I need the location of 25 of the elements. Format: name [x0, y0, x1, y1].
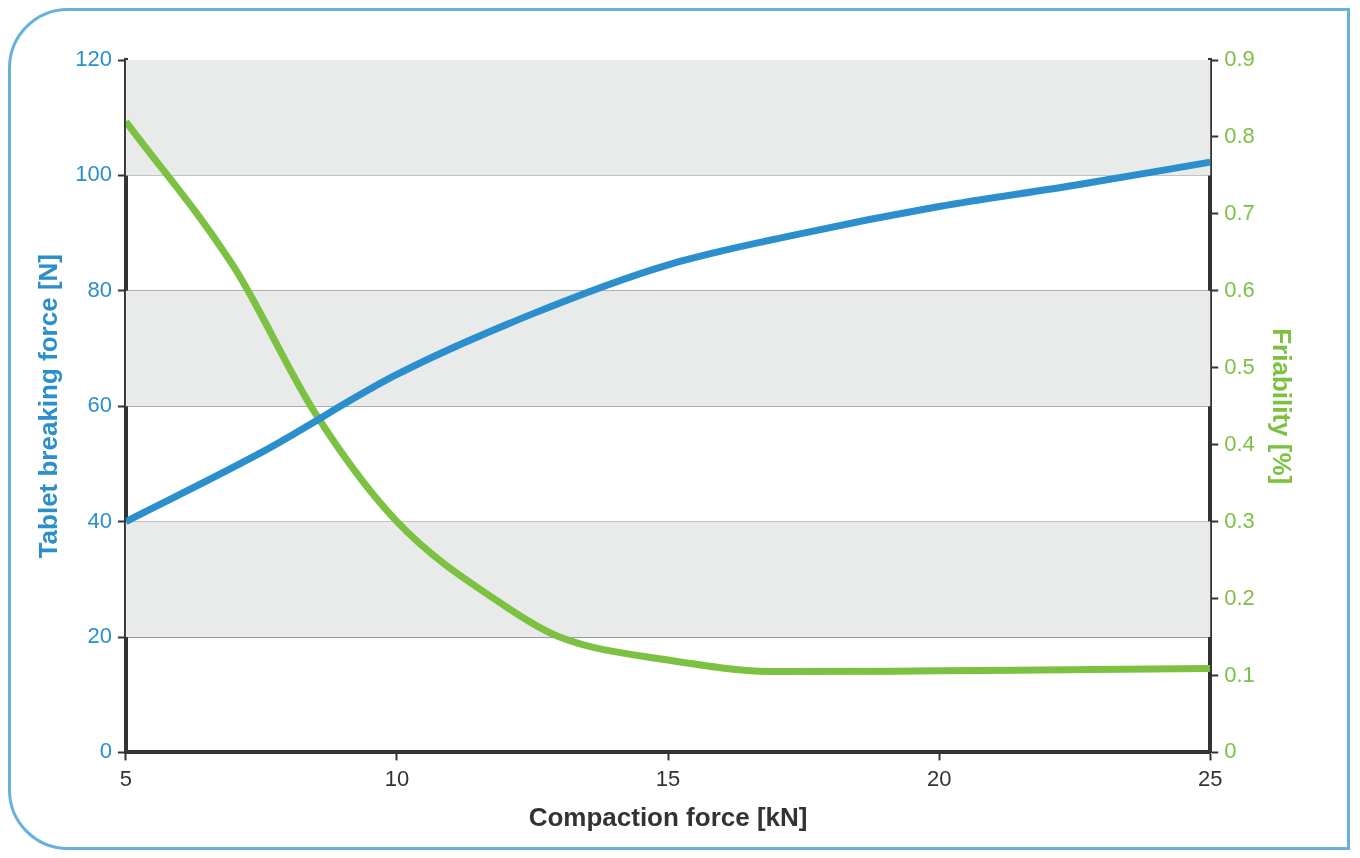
x-tick-label: 5 [119, 765, 133, 791]
y-tick-label: 0 [99, 738, 112, 764]
x-tick-label: 20 [926, 765, 952, 791]
y2-tick-label: 0.5 [1224, 353, 1255, 379]
y2-tick-label: 0.4 [1224, 430, 1255, 456]
y2-tick-label: 0.2 [1224, 584, 1255, 610]
y2-tick-label: 0.7 [1224, 199, 1255, 225]
y2-tick-label: 0.1 [1224, 661, 1255, 687]
y-axis-title: Tablet breaking force [N] [32, 254, 63, 559]
y-tick-label: 20 [87, 623, 112, 649]
y2-axis-title: Friability [%] [1267, 328, 1298, 485]
y2-tick-label: 0.6 [1224, 276, 1255, 302]
x-tick-label: 15 [655, 765, 681, 791]
y2-tick-label: 0.8 [1224, 123, 1255, 148]
y2-tick-label: 0.9 [1224, 46, 1255, 72]
y-tick-label: 80 [87, 276, 112, 302]
y2-tick-label: 0.3 [1224, 507, 1255, 533]
x-axis-title: Compaction force [kN] [528, 801, 808, 832]
y-tick-label: 60 [87, 392, 112, 418]
y-tick-label: 100 [75, 161, 112, 187]
x-tick-label: 25 [1197, 765, 1223, 791]
x-tick-label: 10 [384, 765, 410, 791]
y-tick-label: 40 [87, 507, 112, 533]
y2-tick-label: 0 [1224, 738, 1237, 764]
y-tick-label: 120 [75, 46, 112, 72]
